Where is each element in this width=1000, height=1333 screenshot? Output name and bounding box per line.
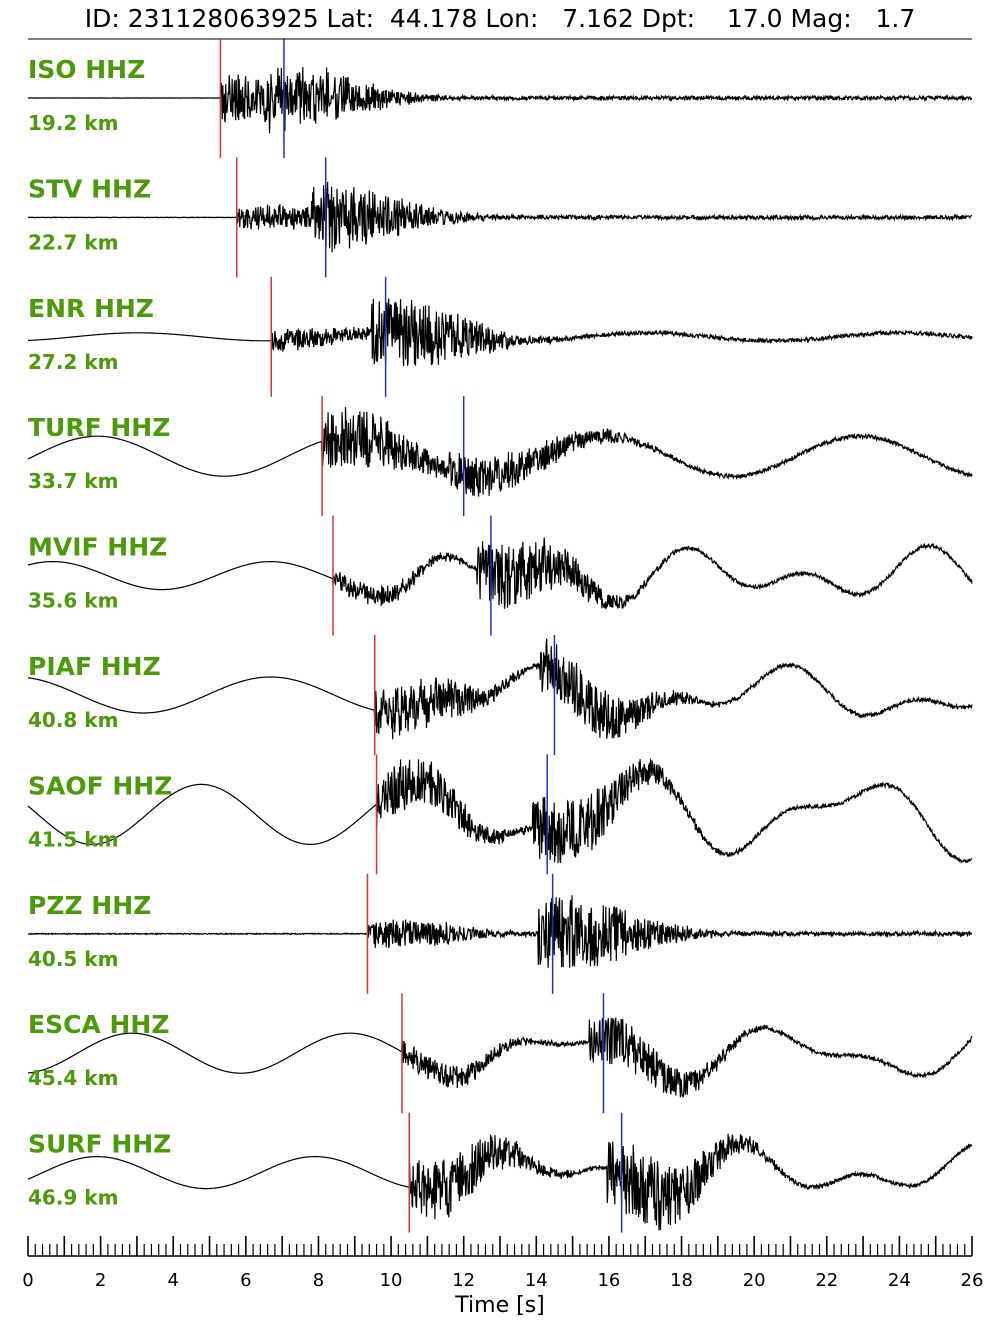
x-tick-label: 2 (95, 1270, 106, 1291)
trace-surf-hhz: SURF HHZ 46.9 km (27, 1112, 973, 1233)
waveform-esca-hhz (27, 1017, 973, 1098)
station-label: PZZ HHZ (28, 891, 151, 920)
station-distance: 40.5 km (28, 947, 118, 971)
x-tick-label: 26 (961, 1270, 984, 1291)
station-label: PIAF HHZ (28, 652, 161, 681)
trace-turf-hhz: TURF HHZ 33.7 km (27, 396, 973, 517)
waveform-turf-hhz (27, 407, 973, 497)
x-tick-label: 6 (240, 1270, 251, 1291)
station-distance: 40.8 km (28, 708, 118, 732)
station-distance: 27.2 km (28, 350, 118, 374)
trace-pzz-hhz: PZZ HHZ 40.5 km (27, 873, 973, 994)
station-label: TURF HHZ (28, 413, 170, 442)
station-distance: 45.4 km (28, 1066, 118, 1090)
trace-iso-hhz: ISO HHZ 19.2 km (27, 38, 973, 158)
x-tick-label: 4 (168, 1270, 179, 1291)
waveform-surf-hhz (27, 1133, 973, 1231)
waveform-pzz-hhz (27, 895, 973, 968)
station-label: STV HHZ (28, 174, 151, 203)
station-label: ISO HHZ (28, 55, 145, 84)
trace-group: ISO HHZ 19.2 km STV HHZ 22.7 km ENR HHZ 27.2 … (27, 38, 973, 1233)
x-tick-label: 20 (743, 1270, 766, 1291)
x-tick-label: 22 (815, 1270, 838, 1291)
x-tick-label: 16 (597, 1270, 620, 1291)
x-tick-label: 24 (888, 1270, 911, 1291)
station-label: MVIF HHZ (28, 533, 167, 562)
waveform-saof-hhz (27, 758, 973, 864)
trace-mvif-hhz: MVIF HHZ 35.6 km (27, 515, 973, 636)
trace-enr-hhz: ENR HHZ 27.2 km (28, 276, 973, 397)
waveform-mvif-hhz (27, 537, 973, 610)
x-axis-label: Time [s] (454, 1293, 544, 1318)
x-tick-label: 14 (525, 1270, 548, 1291)
trace-stv-hhz: STV HHZ 22.7 km (27, 157, 973, 278)
x-tick-label: 18 (670, 1270, 693, 1291)
station-distance: 19.2 km (28, 111, 118, 135)
waveform-enr-hhz (28, 298, 973, 367)
station-label: SAOF HHZ (28, 771, 172, 800)
chart-title: ID: 231128063925 Lat: 44.178 Lon: 7.162 … (84, 4, 916, 33)
trace-piaf-hhz: PIAF HHZ 40.8 km (27, 635, 973, 755)
station-distance: 41.5 km (28, 827, 118, 851)
station-distance: 33.7 km (28, 469, 118, 493)
x-tick-label: 8 (313, 1270, 324, 1291)
station-distance: 22.7 km (28, 230, 118, 254)
x-tick-label: 0 (22, 1270, 33, 1291)
waveform-stv-hhz (27, 181, 973, 253)
trace-saof-hhz: SAOF HHZ 41.5 km (27, 754, 973, 875)
waveform-piaf-hhz (27, 638, 973, 740)
station-label: ESCA HHZ (28, 1010, 169, 1039)
waveform-iso-hhz (27, 67, 973, 134)
trace-esca-hhz: ESCA HHZ 45.4 km (27, 993, 973, 1114)
station-distance: 46.9 km (28, 1186, 118, 1210)
x-tick-label: 10 (380, 1270, 403, 1291)
station-label: ENR HHZ (28, 294, 154, 323)
x-tick-label: 12 (452, 1270, 475, 1291)
station-distance: 35.6 km (28, 589, 118, 613)
station-label: SURF HHZ (28, 1130, 171, 1159)
